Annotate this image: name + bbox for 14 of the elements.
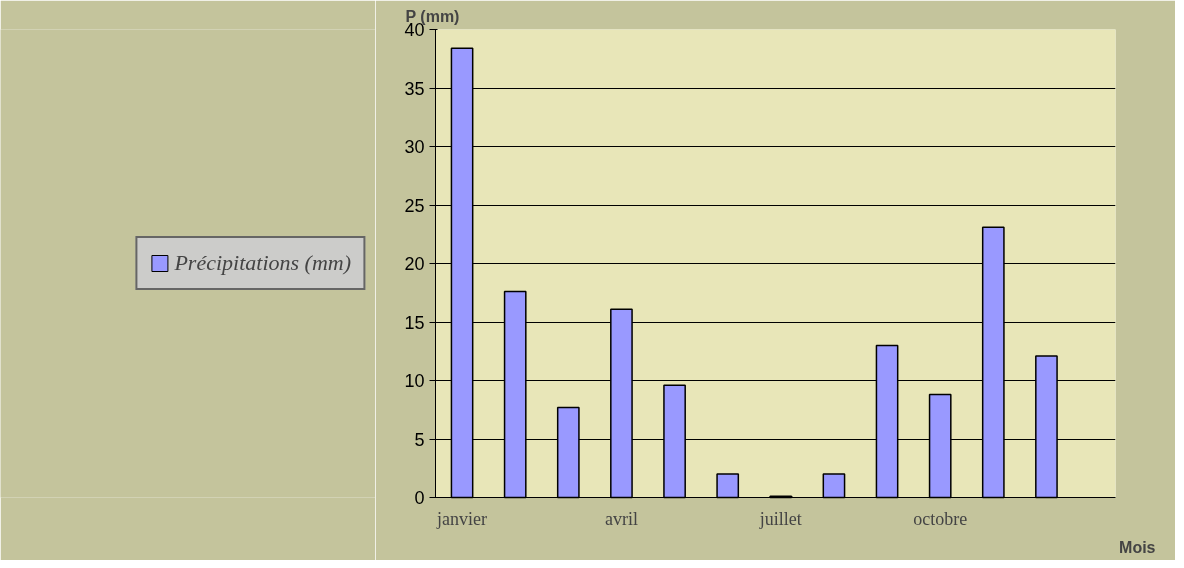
x-tick-label: juillet: [758, 508, 802, 529]
y-tick-label: 5: [414, 429, 425, 450]
x-tick-label: avril: [604, 508, 638, 529]
y-tick-label: 35: [404, 78, 425, 99]
legend-label: Précipitations (mm): [174, 250, 351, 276]
y-tick-label: 30: [404, 137, 425, 157]
y-tick-label: 15: [404, 312, 425, 333]
y-tick-label: 0: [414, 488, 425, 508]
y-tick-label: 10: [404, 371, 425, 391]
x-axis-title: Mois: [1119, 538, 1156, 556]
x-tick-label: janvier: [436, 508, 488, 529]
x-tick-label: octobre: [913, 508, 968, 529]
y-tick-label: 25: [404, 195, 425, 216]
y-tick-label: 20: [404, 254, 425, 274]
